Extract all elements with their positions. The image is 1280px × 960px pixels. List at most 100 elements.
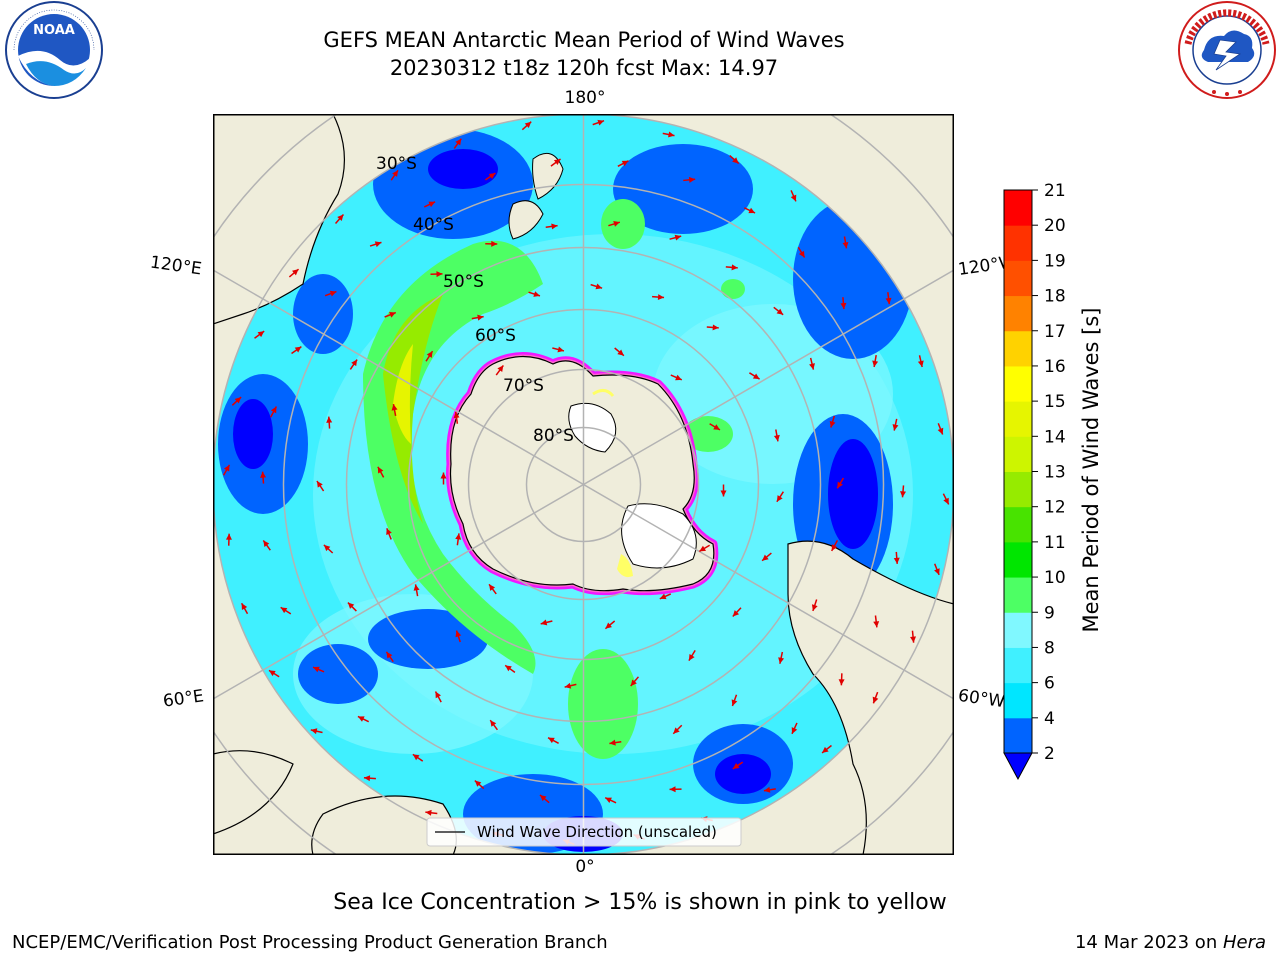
wave-direction-arrowhead xyxy=(386,528,392,535)
producer-credit: NCEP/EMC/Verification Post Processing Pr… xyxy=(12,932,608,953)
wave-direction-arrowhead xyxy=(790,194,797,202)
wave-direction-arrowhead xyxy=(748,207,756,214)
wave-direction-arrowhead xyxy=(731,699,738,707)
wave-direction-arrowhead xyxy=(455,630,462,638)
lon-label-120e: 120°E xyxy=(148,252,203,280)
wave-direction-arrowhead xyxy=(873,621,880,628)
wave-direction-arrowhead xyxy=(809,363,815,370)
colorbar-tick-label: 15 xyxy=(1044,392,1066,412)
wave-direction-arrowhead xyxy=(363,775,371,782)
colorbar: 2 4 6 8 9 10 11 12 13 14 15 16 17 18 19 20 21 Mean Perio… xyxy=(990,180,1130,794)
wave-direction-arrowhead xyxy=(294,346,302,353)
wave-direction-arrowhead xyxy=(263,540,270,548)
wave-direction-arrowhead xyxy=(837,481,843,489)
wave-direction-arrowhead xyxy=(357,716,365,722)
wave-direction-arrowhead xyxy=(842,241,849,249)
colorbar-block xyxy=(1004,682,1032,719)
graticule xyxy=(213,114,954,855)
wave-direction-arrowhead xyxy=(241,603,248,610)
wave-direction-arrowhead xyxy=(811,604,818,611)
lat-label-80s: 80°S xyxy=(533,426,574,446)
wave-direction-arrowhead xyxy=(752,373,760,380)
colorbar-ticks: 2 4 6 8 9 10 11 12 13 14 15 16 17 18 19 20 21 xyxy=(1032,181,1066,764)
wave-direction-arrowhead xyxy=(377,466,384,474)
wave-direction-arrowhead xyxy=(732,610,740,617)
wave-direction-arrowhead xyxy=(337,214,344,221)
colorbar-block xyxy=(1004,225,1032,261)
colorbar-tick-label: 11 xyxy=(1044,533,1066,553)
wave-direction-arrowhead xyxy=(280,607,288,614)
colorbar-tick-label: 2 xyxy=(1044,744,1055,764)
wave-direction-arrowhead xyxy=(605,622,612,629)
wave-direction-arrowhead xyxy=(630,679,637,686)
wave-direction-arrowhead xyxy=(917,360,924,367)
continents xyxy=(213,114,954,855)
wave-direction-arrowhead xyxy=(455,138,462,146)
wave-direction-arrowhead xyxy=(621,160,629,167)
wave-direction-arrowhead xyxy=(316,481,323,488)
wave-direction-arrowhead xyxy=(893,557,900,564)
wave-direction-arrowhead xyxy=(323,544,331,552)
wave-direction-arrowhead xyxy=(426,351,433,358)
wave-direction-arrowhead xyxy=(326,416,333,423)
wave-direction-arrowhead xyxy=(489,584,496,591)
wave-direction-arrowhead xyxy=(440,472,447,479)
wave-direction-arrowhead xyxy=(731,264,738,271)
lat-label-30s: 30°S xyxy=(376,154,417,174)
wave-direction-arrowhead xyxy=(540,619,548,626)
wave-direction-arrowhead xyxy=(223,464,230,472)
wave-direction-arrowhead xyxy=(668,131,675,138)
wave-direction-arrowhead xyxy=(491,240,498,247)
wave-direction-arrowhead xyxy=(225,533,232,540)
wave-direction-arrowhead xyxy=(392,170,399,177)
chart-subtitle: 20230312 t18z 120h fcst Max: 14.97 xyxy=(389,56,779,80)
wave-direction-arrowhead xyxy=(910,636,917,643)
colorbar-block xyxy=(1004,330,1032,367)
wave-direction-arrowhead xyxy=(943,497,949,505)
wave-direction-arrowhead xyxy=(778,657,785,664)
wave-direction-arrowhead xyxy=(885,297,892,305)
wave-direction-arrowhead xyxy=(505,665,512,672)
wave-direction-arrowhead xyxy=(934,568,940,575)
wave-direction-arrowhead xyxy=(435,691,441,699)
lon-label-60e: 60°E xyxy=(161,686,206,712)
wave-direction-arrowhead xyxy=(436,271,443,278)
wave-direction-arrowhead xyxy=(425,809,432,816)
colorbar-block xyxy=(1004,401,1032,437)
wave-direction-arrowhead xyxy=(791,727,798,734)
colorbar-tick-label: 6 xyxy=(1044,674,1055,694)
polar-map: 30°S 40°S 50°S 60°S 70°S 80°S Wind Wave … xyxy=(213,114,954,855)
wave-direction-arrowhead xyxy=(829,420,836,428)
wave-direction-arrowhead xyxy=(453,411,460,419)
colorbar-tick-label: 12 xyxy=(1044,498,1066,518)
wave-direction-arrowhead xyxy=(669,786,676,793)
wave-direction-arrowhead xyxy=(798,250,805,258)
lon-label-180: 180° xyxy=(564,88,606,108)
map-border xyxy=(213,114,954,855)
wave-direction-arrowhead xyxy=(732,157,739,164)
wave-direction-arrowhead xyxy=(428,201,436,208)
colorbar-block xyxy=(1004,365,1032,402)
wave-direction-arrowhead xyxy=(347,602,355,609)
chart-title: GEFS MEAN Antarctic Mean Period of Wind … xyxy=(323,28,845,52)
wave-direction-arrowhead xyxy=(763,786,771,793)
colorbar-tick-label: 16 xyxy=(1044,357,1066,377)
wave-direction-arrowhead xyxy=(872,696,879,704)
wave-direction-arrowhead xyxy=(605,797,612,804)
colorbar-block xyxy=(1004,612,1032,648)
wave-direction-arrowhead xyxy=(900,491,906,498)
colorbar-tick-label: 17 xyxy=(1044,322,1066,342)
wave-direction-arrowhead xyxy=(490,720,497,727)
wave-direction-arrowhead xyxy=(659,593,667,600)
colorbar-tick-label: 20 xyxy=(1044,216,1066,236)
colorbar-tick-label: 13 xyxy=(1044,463,1066,483)
wave-direction-arrowhead xyxy=(776,495,783,502)
wave-direction-arrowhead xyxy=(617,349,624,356)
colorbar-tick-label: 21 xyxy=(1044,181,1066,201)
wave-direction-arrowhead xyxy=(313,666,320,673)
wave-direction-arrowhead xyxy=(872,360,879,367)
colorbar-label: Mean Period of Wind Waves [s] xyxy=(1079,308,1103,633)
colorbar-block xyxy=(1004,260,1032,297)
wave-direction-arrowhead xyxy=(553,158,561,165)
wave-direction-arrowhead xyxy=(234,397,242,404)
